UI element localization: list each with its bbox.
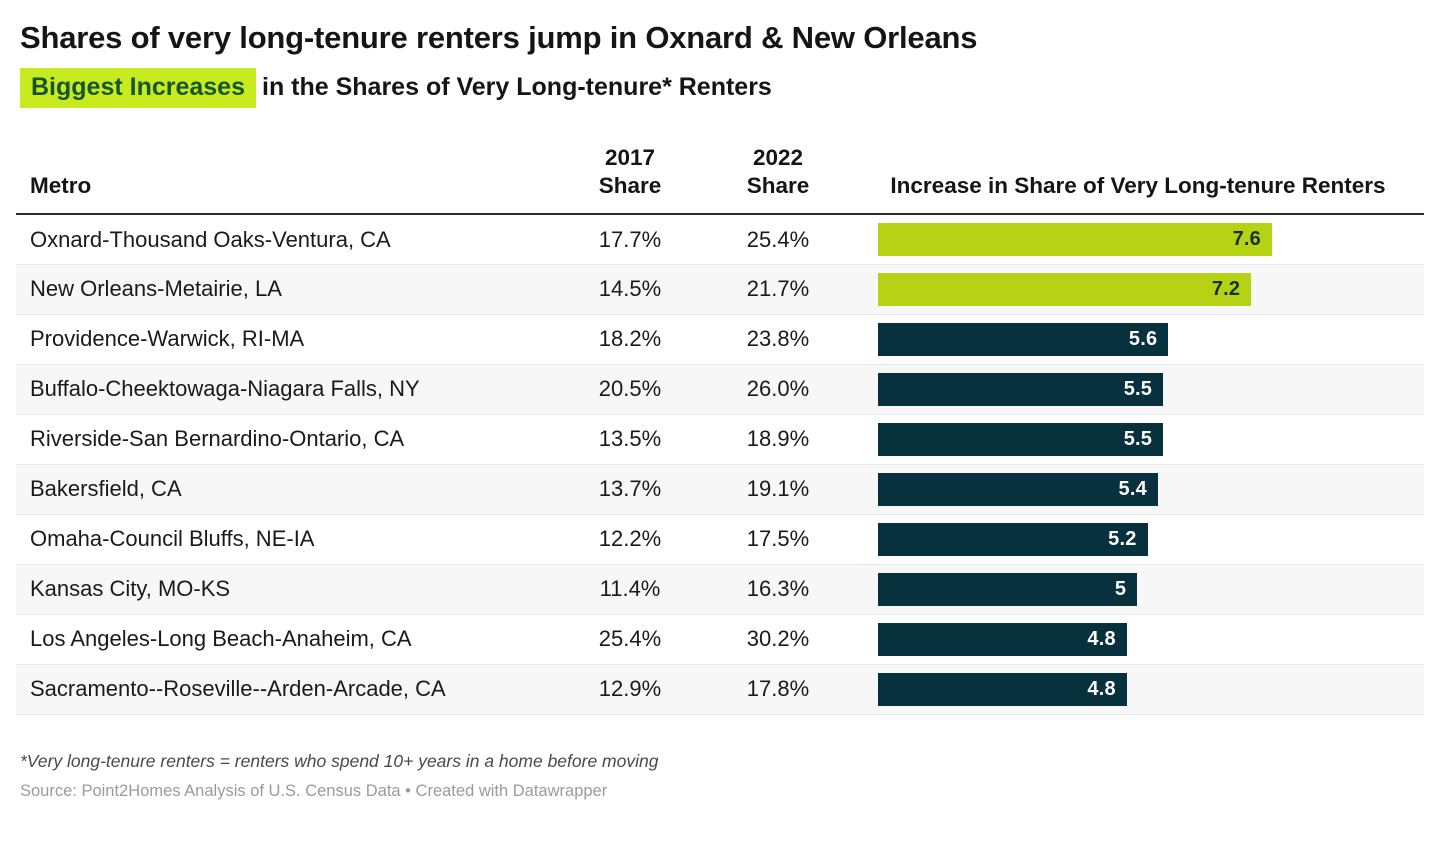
bar-value-label: 4.8 xyxy=(1087,677,1116,700)
chart-subtitle: Biggest Increases in the Shares of Very L… xyxy=(20,68,1420,108)
column-header-increase: Increase in Share of Very Long-tenure Re… xyxy=(852,144,1424,216)
table-row: Oxnard-Thousand Oaks-Ventura, CA 17.7% 2… xyxy=(16,214,1424,265)
table-body: Oxnard-Thousand Oaks-Ventura, CA 17.7% 2… xyxy=(16,214,1424,715)
metro-cell: Providence-Warwick, RI-MA xyxy=(30,326,305,352)
table-row: Los Angeles-Long Beach-Anaheim, CA 25.4%… xyxy=(16,614,1424,665)
share-2022-cell: 17.5% xyxy=(746,526,810,552)
share-2017-cell: 11.4% xyxy=(599,576,661,602)
bar-cell: 7.6 xyxy=(852,214,1424,264)
metro-cell: Sacramento--Roseville--Arden-Arcade, CA xyxy=(30,676,446,702)
metro-cell: Bakersfield, CA xyxy=(30,476,182,502)
share-2017-cell: 13.5% xyxy=(598,426,662,452)
bar-cell: 5.4 xyxy=(852,464,1424,514)
share-2017-cell: 12.2% xyxy=(598,526,662,552)
bar-value-label: 5.6 xyxy=(1128,327,1158,350)
share-2022-cell: 30.2% xyxy=(746,626,810,652)
bar-cell: 5.2 xyxy=(852,514,1424,564)
metro-cell: Buffalo-Cheektowaga-Niagara Falls, NY xyxy=(30,376,420,402)
bar-cell: 5.5 xyxy=(852,364,1424,414)
increase-bar: 7.2 xyxy=(878,272,1252,306)
table-row: Providence-Warwick, RI-MA 18.2% 23.8% 5.… xyxy=(16,314,1424,365)
table-row: Omaha-Council Bluffs, NE-IA 12.2% 17.5% … xyxy=(16,514,1424,565)
bar-value-label: 5.5 xyxy=(1123,377,1153,400)
increase-bar: 4.8 xyxy=(878,672,1127,706)
bar-value-label: 5 xyxy=(1114,577,1127,600)
share-2022-cell: 25.4% xyxy=(746,226,810,252)
share-2017-cell: 14.5% xyxy=(598,276,662,302)
metro-cell: Kansas City, MO-KS xyxy=(30,576,231,602)
share-2017-cell: 20.5% xyxy=(598,376,662,402)
bar-cell: 7.2 xyxy=(852,264,1424,314)
table-row: Kansas City, MO-KS 11.4% 16.3% 5 xyxy=(16,564,1424,615)
increase-bar: 4.8 xyxy=(878,622,1127,656)
increase-bar: 5.4 xyxy=(878,472,1158,506)
metro-cell: New Orleans-Metairie, LA xyxy=(30,276,282,302)
column-header-metro: Metro xyxy=(16,144,556,216)
bar-cell: 5.6 xyxy=(852,314,1424,364)
table-row: New Orleans-Metairie, LA 14.5% 21.7% 7.2 xyxy=(16,264,1424,315)
bar-cell: 5 xyxy=(852,564,1424,614)
column-header-2022-share: 2022 Share xyxy=(704,144,852,216)
increase-bar: 5.5 xyxy=(878,422,1164,456)
share-2022-cell: 16.3% xyxy=(746,576,810,602)
share-2017-cell: 17.7% xyxy=(598,226,662,252)
share-2022-cell: 26.0% xyxy=(746,376,810,402)
share-2017-cell: 12.9% xyxy=(598,676,662,702)
bar-cell: 5.5 xyxy=(852,414,1424,464)
table-row: Bakersfield, CA 13.7% 19.1% 5.4 xyxy=(16,464,1424,515)
metro-cell: Oxnard-Thousand Oaks-Ventura, CA xyxy=(30,226,391,252)
share-2022-cell: 19.1% xyxy=(746,476,810,502)
column-header-2017-share: 2017 Share xyxy=(556,144,704,216)
data-table: Metro 2017 Share 2022 Share Increase in … xyxy=(16,144,1424,715)
increase-bar: 5.2 xyxy=(878,522,1148,556)
metro-cell: Riverside-San Bernardino-Ontario, CA xyxy=(30,426,405,452)
metro-cell: Omaha-Council Bluffs, NE-IA xyxy=(30,526,315,552)
share-2017-cell: 25.4% xyxy=(598,626,662,652)
increase-bar: 5 xyxy=(878,572,1138,606)
bar-value-label: 7.6 xyxy=(1232,228,1261,250)
share-2022-cell: 18.9% xyxy=(746,426,810,452)
bar-cell: 4.8 xyxy=(852,664,1424,714)
subtitle-highlight: Biggest Increases xyxy=(20,68,256,108)
bar-cell: 4.8 xyxy=(852,614,1424,664)
source-line: Source: Point2Homes Analysis of U.S. Cen… xyxy=(20,781,608,800)
chart-title: Shares of very long-tenure renters jump … xyxy=(20,20,978,55)
bar-value-label: 5.5 xyxy=(1123,427,1153,450)
metro-cell: Los Angeles-Long Beach-Anaheim, CA xyxy=(30,626,412,652)
share-2017-cell: 13.7% xyxy=(598,476,662,502)
table-header: Metro 2017 Share 2022 Share Increase in … xyxy=(16,144,1424,216)
bar-value-label: 4.8 xyxy=(1087,627,1116,650)
bar-value-label: 5.2 xyxy=(1108,527,1137,550)
share-2022-cell: 21.7% xyxy=(746,276,810,302)
footnote: *Very long-tenure renters = renters who … xyxy=(20,750,659,771)
subtitle-rest: in the Shares of Very Long-tenure* Rente… xyxy=(262,73,772,101)
table-row: Riverside-San Bernardino-Ontario, CA 13.… xyxy=(16,414,1424,465)
bar-value-label: 5.4 xyxy=(1118,477,1147,500)
share-2022-cell: 23.8% xyxy=(746,326,810,352)
share-2017-cell: 18.2% xyxy=(598,326,662,352)
table-row: Sacramento--Roseville--Arden-Arcade, CA … xyxy=(16,664,1424,715)
increase-bar: 5.6 xyxy=(878,322,1169,356)
share-2022-cell: 17.8% xyxy=(746,676,810,702)
bar-value-label: 7.2 xyxy=(1211,277,1241,300)
increase-bar: 5.5 xyxy=(878,372,1164,406)
increase-bar: 7.6 xyxy=(878,223,1272,256)
table-row: Buffalo-Cheektowaga-Niagara Falls, NY 20… xyxy=(16,364,1424,415)
